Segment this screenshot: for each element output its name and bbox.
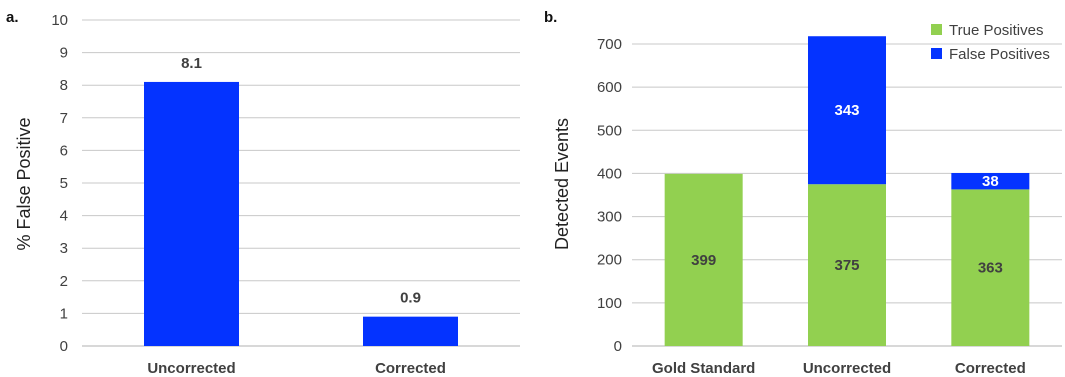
panel-b-bar-segment <box>808 184 886 346</box>
panel-a-y-tick-label: 0 <box>60 338 68 355</box>
panel-a-category-label: Uncorrected <box>147 360 235 377</box>
panel-b-bar-segment <box>951 172 1030 190</box>
panel-b-y-tick-label: 600 <box>597 79 622 96</box>
panel-b-y-tick-label: 500 <box>597 122 622 139</box>
panel-a-label: a. <box>6 9 19 26</box>
panel-b-y-axis-title: Detected Events <box>552 118 572 250</box>
legend-label-false-positives: False Positives <box>949 46 1050 63</box>
panel-b-data-label: 363 <box>978 260 1003 277</box>
panel-a-y-tick-label: 8 <box>60 77 68 94</box>
panel-a-y-axis-title: % False Positive <box>14 117 34 250</box>
panel-a-y-tick-label: 7 <box>60 110 68 127</box>
panel-b-data-label: 343 <box>834 102 859 119</box>
panel-b-data-label: 375 <box>834 257 859 274</box>
panel-b-bar-segment <box>951 189 1030 346</box>
panel-b-y-tick-label: 100 <box>597 295 622 312</box>
panel-a-plot: 0 1 2 3 4 5 6 7 8 9 10 8.1 Uncorrected 0.9 Corrected <box>51 12 520 377</box>
panel-b-bar-segment <box>664 173 743 346</box>
panel-a-y-tick-label: 1 <box>60 305 68 322</box>
legend-swatch-false-positives <box>931 48 942 59</box>
panel-a-y-tick-label: 9 <box>60 45 68 62</box>
panel-b-data-label: 399 <box>691 252 716 269</box>
panel-a-bar <box>144 81 239 346</box>
panel-b-label: b. <box>544 9 557 26</box>
legend-label-true-positives: True Positives <box>949 22 1043 39</box>
panel-b-y-tick-label: 0 <box>614 338 622 355</box>
panel-b-category-label: Gold Standard <box>652 360 755 377</box>
panel-a-y-tick-label: 2 <box>60 273 68 290</box>
panel-b-plot: 0 100 200 300 400 500 600 700 399 Gold Standard 37… <box>597 36 1062 377</box>
panel-a-data-label: 0.9 <box>400 290 421 307</box>
panel-b-category-label: Corrected <box>955 360 1026 377</box>
panel-a-bar <box>363 316 458 346</box>
panel-b-y-tick-label: 400 <box>597 165 622 182</box>
panel-b-y-tick-label: 300 <box>597 209 622 226</box>
panel-b-y-tick-label: 700 <box>597 36 622 53</box>
panel-b-data-label: 38 <box>982 173 999 190</box>
panel-a-y-tick-label: 5 <box>60 175 68 192</box>
legend-swatch-true-positives <box>931 24 942 35</box>
panel-b-y-tick-label: 200 <box>597 252 622 269</box>
panel-a-category-label: Corrected <box>375 360 446 377</box>
legend: True Positives False Positives <box>931 22 1050 63</box>
panel-a-y-tick-label: 3 <box>60 240 68 257</box>
panel-b-bar-segment <box>808 36 886 185</box>
panel-a-y-tick-label: 10 <box>51 12 68 29</box>
panel-a-y-tick-label: 4 <box>60 208 68 225</box>
panel-a-data-label: 8.1 <box>181 55 202 72</box>
panel-b-category-label: Uncorrected <box>803 360 891 377</box>
panel-a-y-tick-label: 6 <box>60 142 68 159</box>
